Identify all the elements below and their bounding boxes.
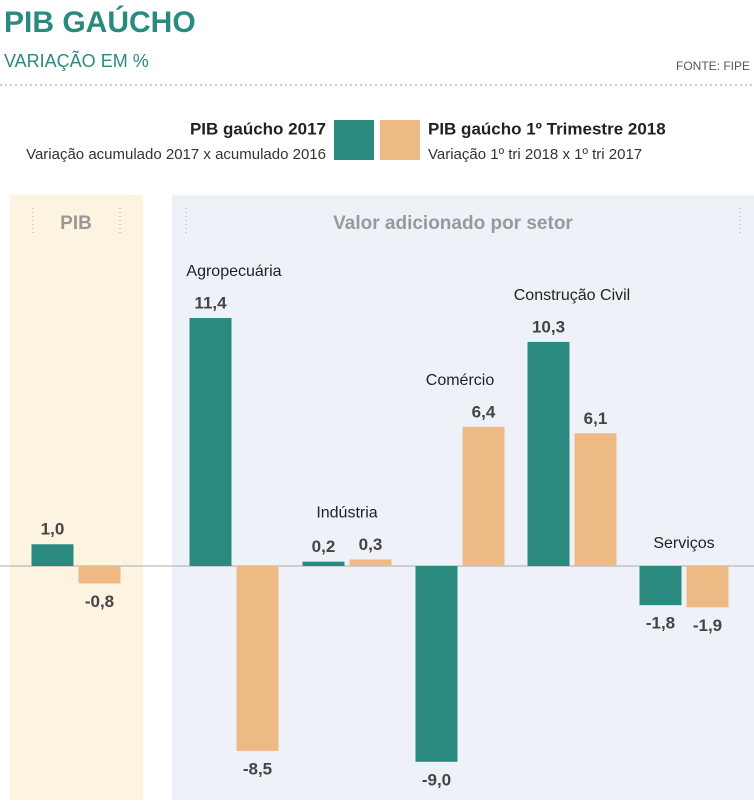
value-label: 0,2 — [312, 537, 336, 556]
legend-description: Variação 1º tri 2018 x 1º tri 2017 — [428, 146, 642, 163]
legend-swatch — [334, 120, 374, 160]
bar — [527, 341, 570, 566]
legend-label: PIB gaúcho 1º Trimestre 2018 — [428, 119, 666, 138]
panel-title: Valor adicionado por setor — [333, 213, 573, 234]
bar — [574, 433, 617, 566]
value-label: 1,0 — [41, 520, 65, 539]
bar — [349, 559, 392, 566]
value-label: -9,0 — [422, 770, 451, 789]
category-label: Construção Civil — [514, 287, 630, 304]
value-label: 6,1 — [584, 409, 608, 428]
category-label: Comércio — [426, 372, 495, 389]
bar — [462, 426, 505, 566]
value-label: -1,8 — [646, 614, 675, 633]
bar — [189, 318, 232, 566]
bar — [236, 566, 279, 751]
value-label: -1,9 — [693, 616, 722, 635]
bar — [78, 566, 121, 584]
value-label: 6,4 — [472, 402, 496, 421]
bracket — [32, 208, 121, 233]
panel-title: PIB — [60, 213, 92, 234]
category-label: Indústria — [316, 505, 377, 522]
category-label: Serviços — [653, 535, 714, 552]
chart-subtitle: VARIAÇÃO EM % — [4, 50, 149, 71]
bracket — [185, 208, 741, 233]
value-label: -0,8 — [85, 592, 114, 611]
bar — [639, 566, 682, 606]
value-label: -8,5 — [243, 759, 272, 778]
legend-swatch — [380, 120, 420, 160]
bar — [686, 566, 729, 608]
bar — [31, 544, 74, 566]
bar — [415, 566, 458, 762]
legend-label: PIB gaúcho 2017 — [190, 119, 326, 138]
chart-title: PIB GAÚCHO — [4, 5, 196, 39]
value-label: 0,3 — [359, 535, 383, 554]
bar — [302, 561, 345, 566]
source: FONTE: FIPE — [676, 59, 750, 73]
category-label: Agropecuária — [186, 263, 281, 280]
value-label: 10,3 — [532, 317, 565, 336]
legend-description: Variação acumulado 2017 x acumulado 2016 — [26, 146, 326, 163]
pib-panel — [10, 195, 143, 800]
value-label: 11,4 — [194, 293, 227, 312]
